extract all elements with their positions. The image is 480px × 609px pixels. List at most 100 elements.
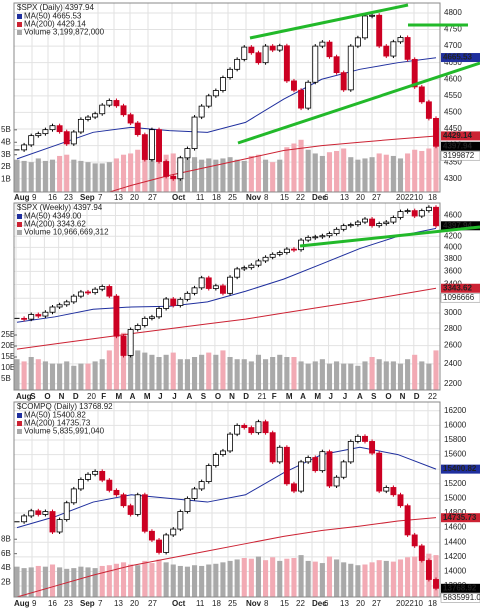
candle <box>298 89 305 109</box>
volume-bar <box>21 361 27 390</box>
volume-bar <box>92 163 98 192</box>
volume-bar <box>362 361 368 390</box>
x-tick-label: D <box>243 392 249 401</box>
candle <box>333 228 340 234</box>
volume-bar <box>149 563 155 597</box>
candle <box>319 451 326 472</box>
volume-tick-label: 10B <box>1 363 15 372</box>
candle <box>106 286 113 297</box>
volume-bar <box>213 563 219 597</box>
candle <box>234 58 241 70</box>
candle <box>35 133 42 137</box>
candle <box>134 325 141 330</box>
volume-bar <box>348 563 354 597</box>
volume-bar <box>64 361 70 390</box>
volume-bar <box>284 357 290 390</box>
x-tick-label: 22 <box>296 193 305 202</box>
volume-bar <box>298 139 304 192</box>
volume-bar <box>291 558 297 597</box>
volume-bar <box>106 565 112 597</box>
candle <box>433 206 439 227</box>
candle <box>148 530 155 541</box>
candle <box>77 479 84 490</box>
volume-bar <box>369 357 375 390</box>
x-tick-label: F <box>101 392 106 401</box>
panel-frame <box>13 401 441 598</box>
volume-bar <box>199 354 205 390</box>
candle <box>148 316 155 319</box>
volume-bar <box>156 150 162 192</box>
x-tick-label: Aug <box>14 193 30 202</box>
candle <box>141 317 148 326</box>
legend-swatch <box>17 429 22 434</box>
x-tick-label: 23 <box>64 193 73 202</box>
price-tag-label: 15400.82 <box>443 464 477 473</box>
volume-bar <box>21 568 27 597</box>
moving-average-line <box>16 287 437 350</box>
volume-bar <box>277 560 283 597</box>
volume-bar <box>227 157 233 192</box>
y-tick-label: 4800 <box>444 8 462 17</box>
candle <box>28 510 35 517</box>
y-tick-label: 4450 <box>444 124 462 133</box>
price-tag <box>441 131 480 141</box>
candle <box>433 579 439 589</box>
candle <box>212 285 219 289</box>
candle <box>63 502 70 520</box>
price-tag-label: 4665.53 <box>443 53 472 62</box>
volume-bar <box>142 560 148 597</box>
price-tag <box>441 221 480 231</box>
volume-bar <box>369 157 375 192</box>
x-tick-label: A <box>130 392 136 401</box>
candle <box>319 41 326 47</box>
x-tick-label: 20 <box>356 193 365 202</box>
x-tick-label: 22 <box>296 599 305 608</box>
y-tick-label: 16200 <box>444 406 467 415</box>
volume-bar <box>49 159 56 192</box>
x-tick-label: 2022 <box>396 193 414 202</box>
legend-title: $SPX (Daily) 4397.94 <box>17 3 94 12</box>
candle <box>205 95 212 107</box>
volume-bar <box>28 357 34 390</box>
candle <box>21 317 28 320</box>
panel-frame <box>13 2 441 193</box>
moving-average-line <box>16 446 437 529</box>
volume-bar <box>305 149 311 192</box>
x-tick-label: 20 <box>130 599 139 608</box>
candle <box>163 161 170 177</box>
x-tick-label: 13 <box>340 193 349 202</box>
y-tick-label: 4350 <box>444 157 462 166</box>
x-tick-label: Sep <box>80 599 95 608</box>
x-tick-label: 7 <box>98 193 103 202</box>
volume-tick-label: 5B <box>1 374 11 383</box>
candle <box>85 291 91 294</box>
volume-tick-label: 25B <box>1 330 15 339</box>
volume-bar <box>99 163 105 192</box>
candle <box>219 450 226 455</box>
price-tag <box>441 513 480 523</box>
volume-tick-label: 4B <box>1 563 11 572</box>
x-tick-label: 20 <box>356 599 365 608</box>
x-tick-label: Sep <box>80 193 95 202</box>
volume-tick-label: 8B <box>1 534 11 543</box>
volume-bar <box>348 157 354 192</box>
candle <box>198 481 205 490</box>
candle <box>255 421 262 434</box>
x-tick-label: Dec <box>312 193 327 202</box>
candle <box>347 224 354 227</box>
candle <box>134 122 141 136</box>
candle <box>63 131 70 145</box>
volume-bar <box>241 359 247 390</box>
candle <box>92 288 99 294</box>
candle <box>191 116 198 149</box>
volume-bar <box>298 361 304 390</box>
price-tag-label: 13768.92 <box>443 583 477 592</box>
volume-tick-label: 6B <box>1 549 11 558</box>
candle <box>291 80 297 91</box>
volume-bar <box>433 555 439 597</box>
candle <box>35 314 42 317</box>
candle <box>191 287 198 294</box>
y-tick-label: 14800 <box>444 508 467 517</box>
candle <box>28 135 35 146</box>
